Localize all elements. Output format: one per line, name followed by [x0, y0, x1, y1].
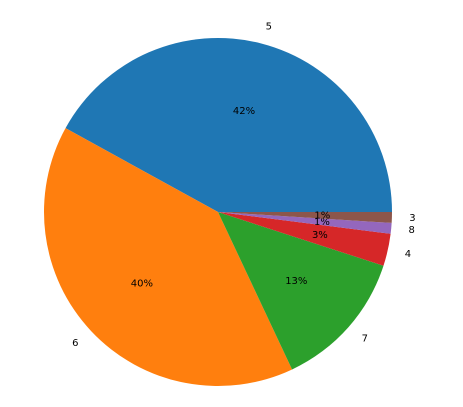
percent-label: 13%: [285, 276, 307, 287]
slice-label: 7: [362, 334, 368, 345]
percent-label: 3%: [312, 230, 328, 241]
slice-label: 8: [409, 225, 415, 236]
slice-label: 5: [266, 22, 272, 33]
pie-slice: [218, 212, 391, 266]
pie-slice: [65, 37, 392, 212]
pie-slice: [218, 212, 392, 223]
slice-label: 3: [409, 213, 415, 224]
percent-label: 1%: [314, 217, 330, 228]
pie-slice: [44, 128, 293, 386]
slice-label: 6: [72, 338, 78, 349]
slice-label: 4: [405, 249, 411, 260]
pie-slice: [218, 212, 384, 370]
percent-label: 40%: [131, 278, 153, 289]
percent-label: 1%: [314, 210, 330, 221]
pie-slice: [218, 212, 392, 234]
percent-label: 42%: [233, 106, 255, 117]
